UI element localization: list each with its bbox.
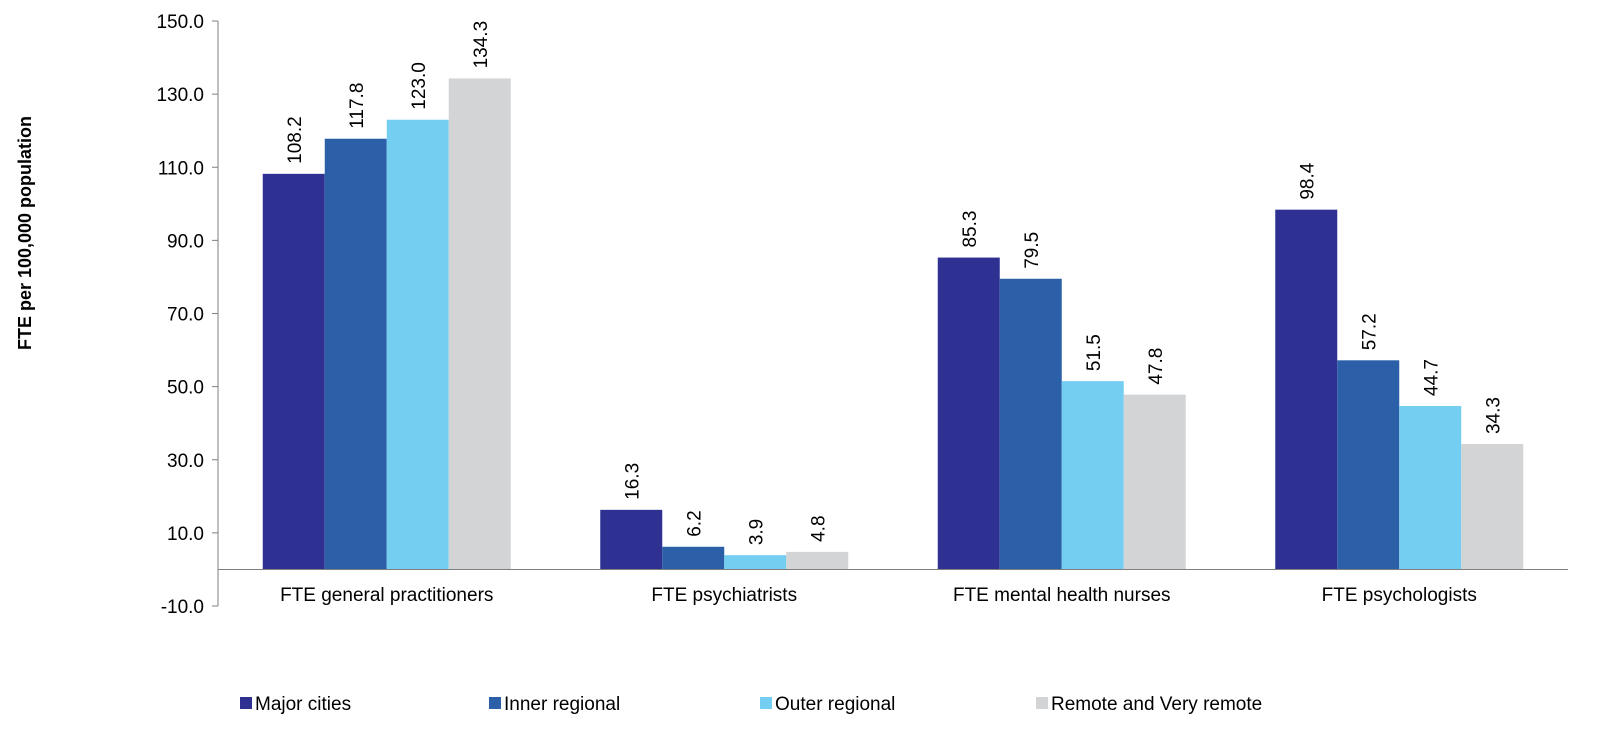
data-label: 47.8 <box>1146 348 1167 385</box>
data-label: 34.3 <box>1483 397 1504 434</box>
legend-label: Inner regional <box>504 694 620 715</box>
bar-major-cities-2 <box>600 509 663 570</box>
legend-swatch <box>1036 697 1048 709</box>
bar-major-cities-4 <box>1275 209 1338 570</box>
y-axis: -10.0 10.0 30.0 50.0 70.0 90.0 110.0 130.0 150.0 <box>156 12 219 618</box>
bar-remote-and-very-remote-4 <box>1461 444 1524 570</box>
data-label: 85.3 <box>960 211 981 248</box>
bar-inner-regional-2 <box>662 546 725 570</box>
data-label: 57.2 <box>1359 313 1380 350</box>
legend-label: Remote and Very remote <box>1051 694 1262 715</box>
category-label: FTE general practitioners <box>280 585 493 606</box>
bar-outer-regional-1 <box>386 119 449 570</box>
category-label: FTE psychiatrists <box>651 585 797 606</box>
data-label: 98.4 <box>1297 162 1318 199</box>
data-label: 108.2 <box>285 116 306 164</box>
data-label: 4.8 <box>808 515 829 541</box>
category-label: FTE psychologists <box>1322 585 1477 606</box>
y-tick-label: 130.0 <box>156 85 204 106</box>
data-label: 123.0 <box>409 62 430 110</box>
y-tick-label: 30.0 <box>167 451 204 472</box>
bar-outer-regional-3 <box>1061 381 1124 570</box>
y-tick-label: 150.0 <box>156 12 204 33</box>
data-label: 3.9 <box>746 519 767 545</box>
bar-inner-regional-3 <box>999 278 1062 570</box>
y-tick-label: -10.0 <box>161 597 204 618</box>
data-label: 51.5 <box>1084 334 1105 371</box>
bar-remote-and-very-remote-1 <box>448 78 511 570</box>
y-tick-label: 110.0 <box>158 158 204 179</box>
y-axis-title: FTE per 100,000 population <box>15 116 35 350</box>
category-labels: FTE general practitioners FTE psychiatris… <box>280 585 1477 606</box>
data-label: 79.5 <box>1022 232 1043 269</box>
legend-label: Major cities <box>255 694 351 715</box>
y-tick-label: 50.0 <box>167 378 204 399</box>
data-labels: 108.2 117.8 123.0 134.3 16.3 6.2 3.9 4.8 85.3 79.… <box>285 21 1505 545</box>
bar-outer-regional-2 <box>724 555 787 570</box>
category-label: FTE mental health nurses <box>953 585 1171 606</box>
bars <box>262 78 1524 570</box>
legend-label: Outer regional <box>775 694 895 715</box>
y-tick-label: 70.0 <box>167 305 204 326</box>
data-label: 134.3 <box>471 21 492 69</box>
data-label: 117.8 <box>347 83 368 129</box>
bar-remote-and-very-remote-3 <box>1123 394 1186 570</box>
bar-major-cities-3 <box>937 257 1000 570</box>
bar-major-cities-1 <box>262 173 325 570</box>
legend-swatch <box>489 697 501 709</box>
bar-inner-regional-1 <box>324 138 387 570</box>
bar-remote-and-very-remote-2 <box>786 551 849 570</box>
legend-swatch <box>240 697 252 709</box>
data-label: 16.3 <box>622 463 643 500</box>
bar-inner-regional-4 <box>1337 360 1400 570</box>
data-label: 6.2 <box>684 510 705 536</box>
legend: Major cities Inner regional Outer regional… <box>240 694 1262 715</box>
legend-swatch <box>760 697 772 709</box>
bar-outer-regional-4 <box>1399 406 1462 570</box>
data-label: 44.7 <box>1421 359 1442 396</box>
y-tick-label: 10.0 <box>167 524 204 545</box>
y-tick-label: 90.0 <box>167 231 204 252</box>
